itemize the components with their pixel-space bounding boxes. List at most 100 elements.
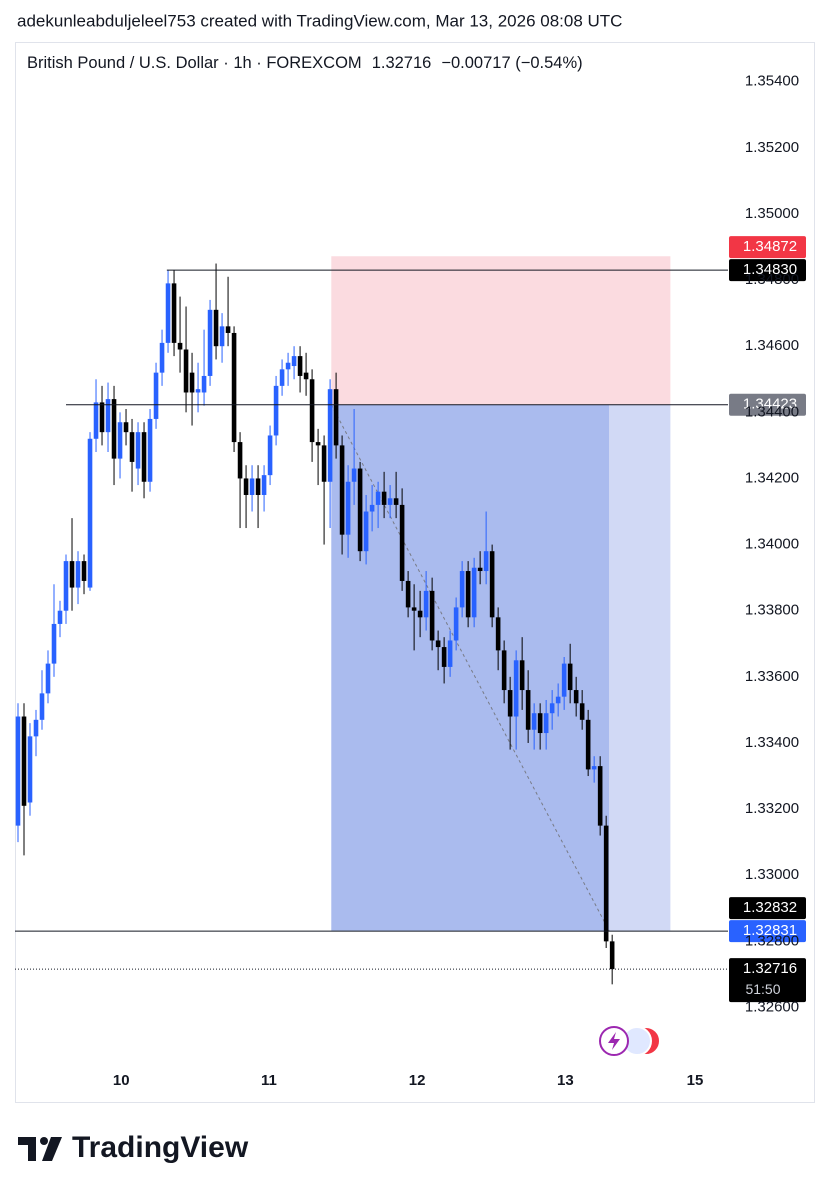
y-tick-label: 1.33000 — [745, 866, 799, 883]
event-icons — [599, 1026, 661, 1056]
candle-body — [255, 478, 261, 495]
y-tick-label: 1.32600 — [745, 998, 799, 1015]
candle-body — [219, 326, 225, 347]
brand: TradingView — [72, 1131, 249, 1164]
plot: 1.32716 51:50 1.32831 1.32832 1.34423 1.34830… — [15, 236, 806, 1003]
y-tick-label: 1.35400 — [745, 73, 799, 90]
candle-body — [375, 491, 381, 505]
last-price: 1.32716 — [372, 54, 432, 72]
candle-body — [387, 498, 393, 505]
candle-body — [489, 551, 495, 618]
price-tag-box — [729, 236, 806, 259]
candle-body — [183, 349, 189, 393]
price-tag: 1.32832 — [729, 897, 806, 920]
candle-body — [261, 475, 267, 495]
candle-body — [63, 561, 69, 611]
y-tick-label: 1.33600 — [745, 668, 799, 685]
y-tick-label: 1.34000 — [745, 536, 799, 553]
candle-body — [201, 375, 207, 393]
candle-body — [441, 647, 447, 667]
candle-body — [81, 561, 87, 581]
candle-body — [555, 696, 561, 704]
candle-body — [129, 432, 135, 462]
candle-body — [339, 445, 345, 535]
candle-body — [393, 498, 399, 505]
candle-body — [177, 342, 183, 350]
candle-body — [333, 389, 339, 446]
candle-body — [135, 432, 141, 469]
candle-body — [411, 607, 417, 611]
candle-body — [27, 736, 33, 803]
candle-body — [51, 623, 57, 664]
price-tag-box — [729, 897, 806, 920]
stop-zone — [331, 256, 671, 405]
candle-body — [147, 418, 153, 482]
x-tick-label: 15 — [687, 1072, 704, 1089]
candle-body — [459, 571, 465, 608]
candle-body — [567, 663, 573, 691]
candle-body — [585, 719, 591, 770]
candle-body — [513, 660, 519, 717]
candle-body — [477, 567, 483, 572]
candle-body — [309, 379, 315, 443]
price-tag-label: 1.32716 — [743, 960, 797, 977]
candle-body — [87, 438, 93, 588]
price-tag-box — [729, 393, 806, 416]
y-tick-label: 1.33400 — [745, 734, 799, 751]
candle-body — [285, 362, 291, 370]
y-tick-label: 1.34400 — [745, 403, 799, 420]
symbol: British Pound / U.S. Dollar · 1h · FOREX… — [27, 54, 362, 72]
candle-body — [429, 590, 435, 641]
candle-body — [405, 580, 411, 608]
candle-body — [369, 504, 375, 512]
price-tag: 1.34423 — [729, 393, 806, 416]
candle-body — [189, 372, 195, 393]
y-tick-label: 1.35200 — [745, 139, 799, 156]
candle-body — [315, 442, 321, 446]
y-tick-label: 1.33200 — [745, 800, 799, 817]
change: −0.00717 (−0.54%) — [441, 54, 582, 72]
candle-body — [57, 610, 63, 624]
candle-body — [267, 435, 273, 476]
y-tick-label: 1.34200 — [745, 469, 799, 486]
candle-body — [105, 399, 111, 433]
candle-body — [507, 690, 513, 717]
y-tick-label: 1.32800 — [745, 932, 799, 949]
candle-body — [291, 356, 297, 367]
candle-body — [45, 663, 51, 694]
candle-body — [549, 703, 555, 714]
candle-body — [117, 422, 123, 459]
candle-body — [423, 590, 429, 618]
candle-body — [417, 610, 423, 618]
logo: TradingView — [18, 1131, 249, 1164]
candle-body — [609, 941, 615, 970]
candle-body — [33, 719, 39, 737]
candle-body — [231, 332, 237, 443]
candle-body — [573, 690, 579, 704]
candle-body — [153, 372, 159, 419]
candle-body — [213, 309, 219, 347]
candle-body — [465, 571, 471, 618]
y-tick-label: 1.35000 — [745, 205, 799, 222]
candle-body — [603, 825, 609, 942]
candle-body — [69, 561, 75, 588]
candle-body — [39, 693, 45, 720]
price-tag-label: 1.32832 — [743, 899, 797, 916]
y-tick-label: 1.33800 — [745, 602, 799, 619]
price-tag: 1.32716 51:50 — [729, 958, 806, 1003]
x-tick-label: 11 — [261, 1072, 277, 1089]
candle-body — [15, 716, 21, 826]
candle-body — [159, 342, 165, 373]
candle-body — [537, 713, 543, 734]
candle-body — [453, 607, 459, 641]
candle-body — [273, 385, 279, 436]
candle-body — [297, 356, 303, 376]
y-tick-label: 1.34600 — [745, 337, 799, 354]
candle-body — [579, 703, 585, 720]
price-tag: 1.34872 — [729, 236, 806, 259]
header: adekunleabduljeleel753 created with Trad… — [17, 11, 622, 30]
chart-title: British Pound / U.S. Dollar · 1h · FOREX… — [27, 54, 583, 72]
price-tag-box — [729, 259, 806, 282]
price-tag-label: 1.34872 — [743, 238, 797, 255]
